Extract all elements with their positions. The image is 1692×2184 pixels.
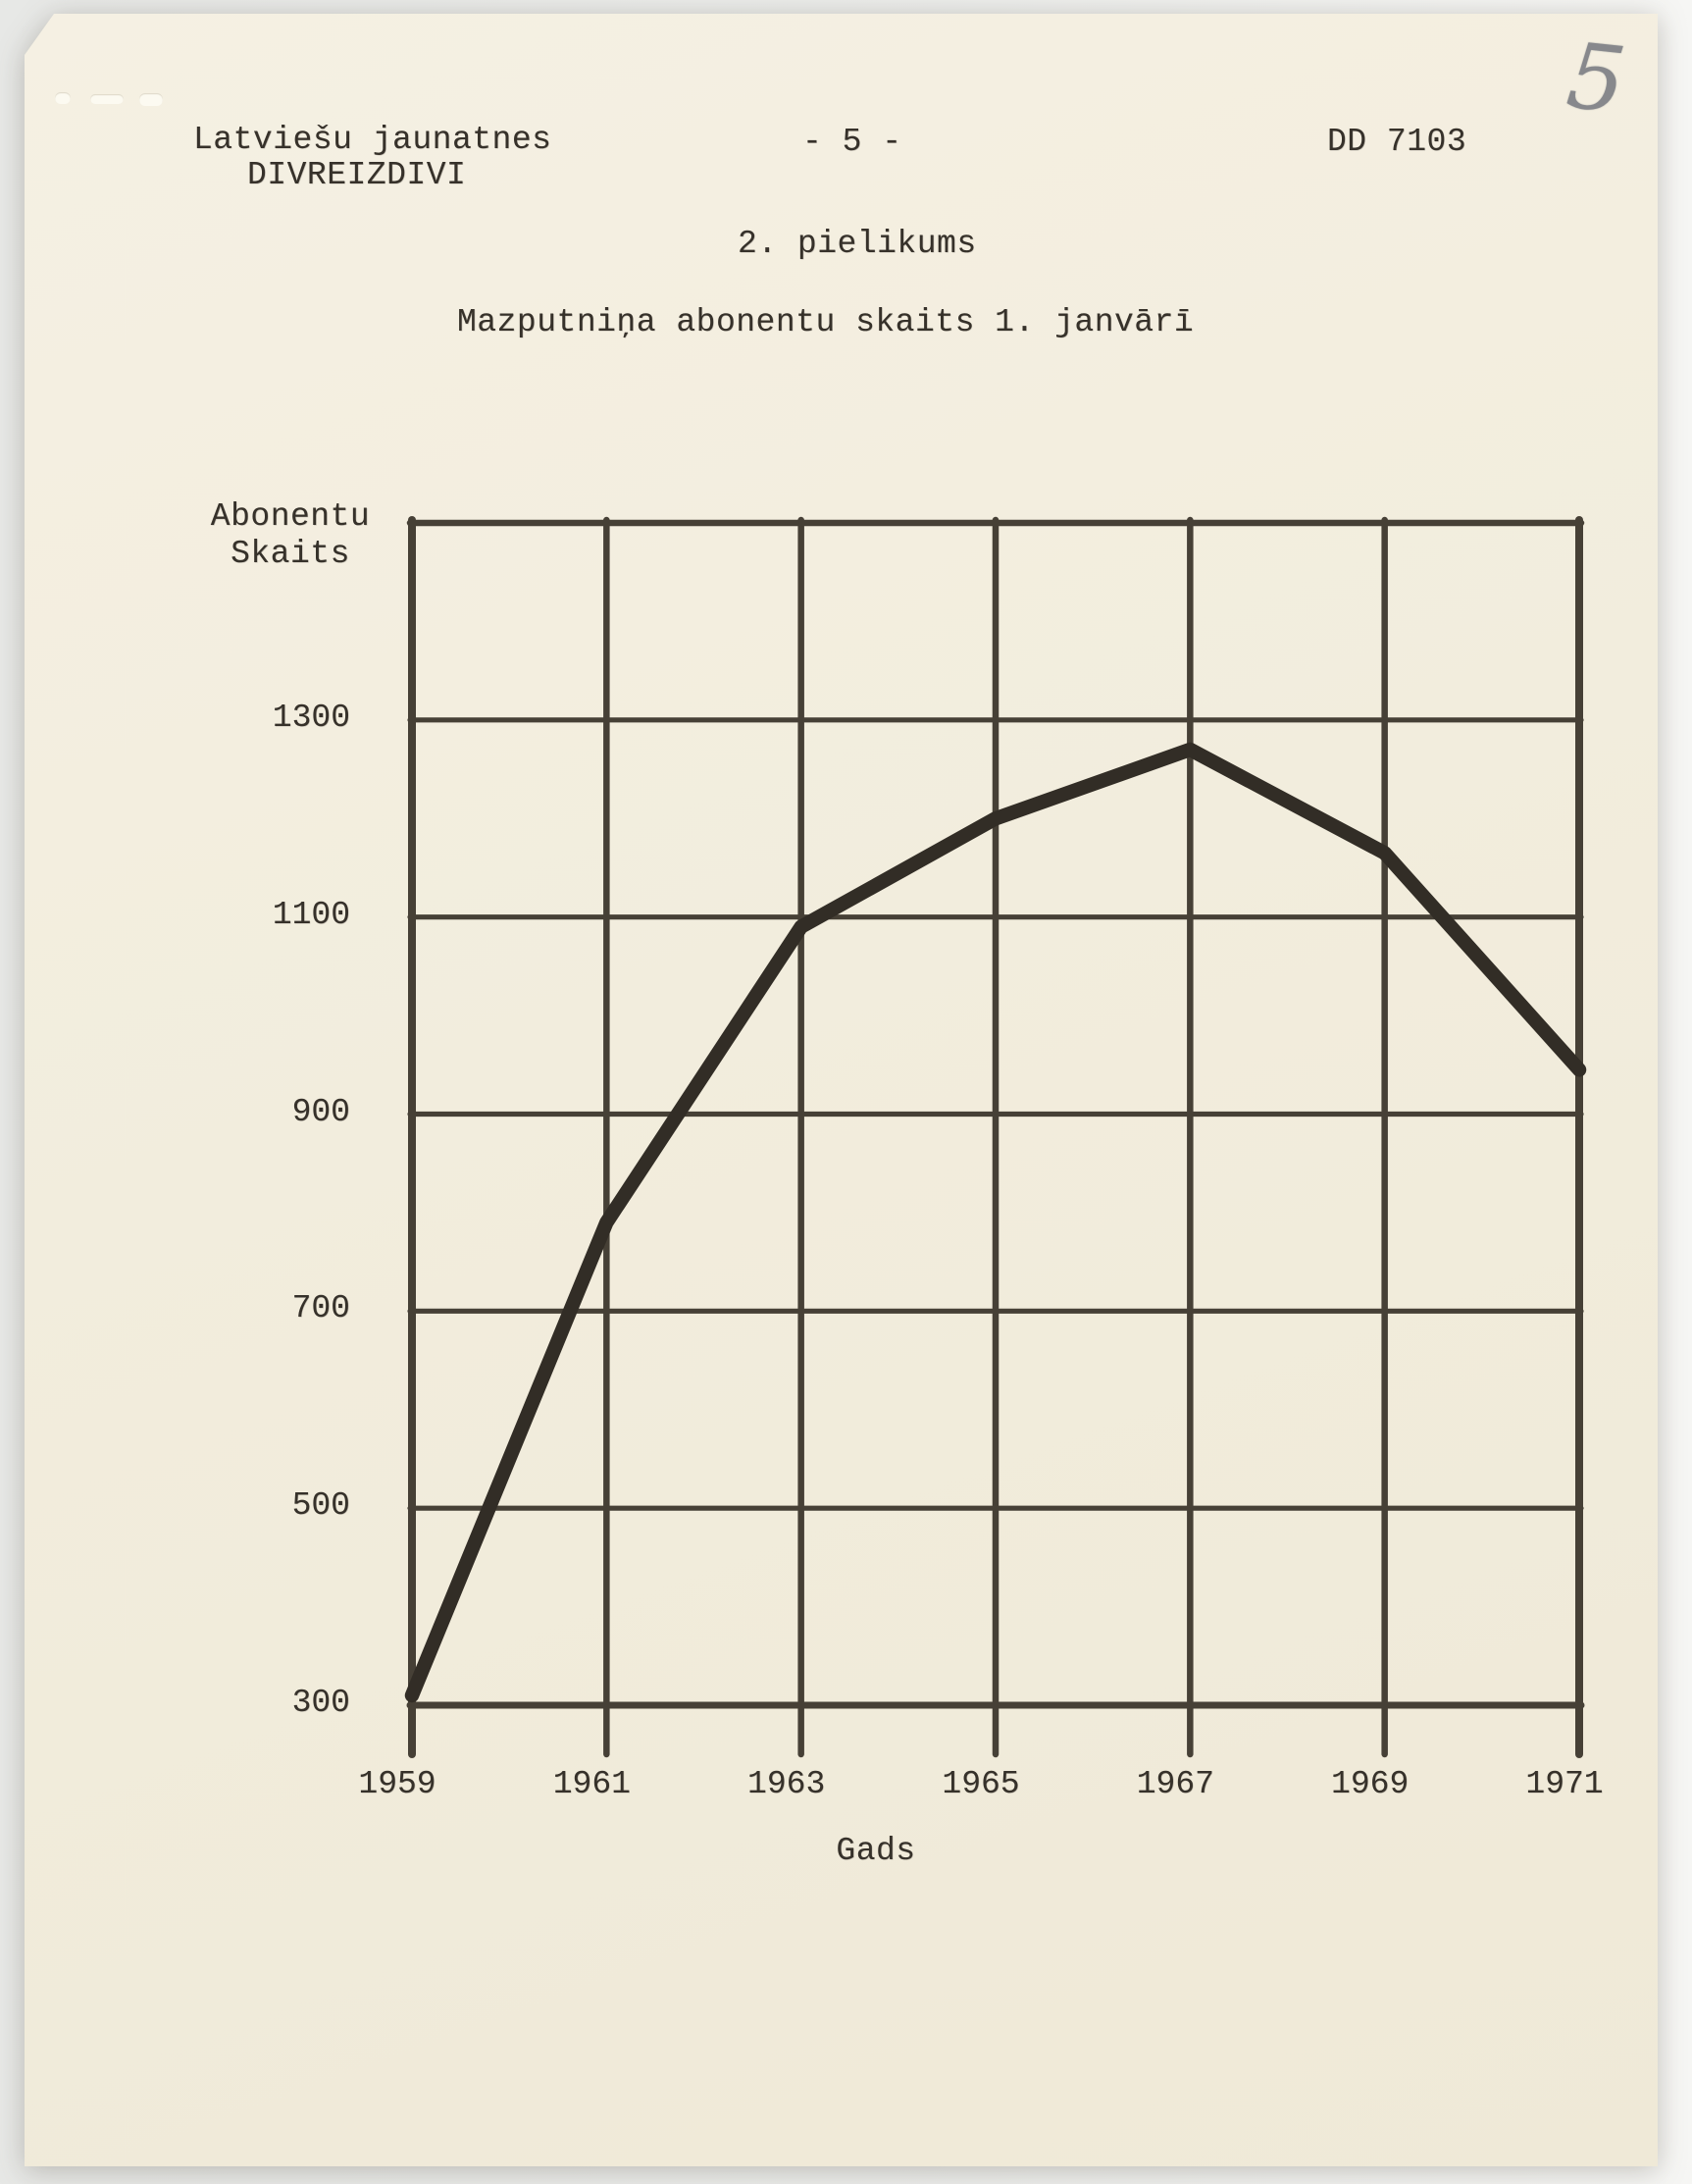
x-tick-label: 1965 [942,1766,1020,1802]
y-tick-label: 300 [291,1685,350,1721]
document-reference: DD 7103 [1327,124,1467,160]
y-tick-label: 1100 [272,896,350,933]
y-tick-label: 500 [291,1487,350,1525]
x-axis-title: Gads [836,1833,916,1869]
page-number: - 5 - [802,124,902,160]
chart-title: Mazputniņa abonentu skaits 1. janvārī [457,304,1195,340]
subscriber-count-line-series [404,742,1587,1703]
y-tick-label: 1300 [272,699,350,736]
y-tick-label: 900 [291,1093,350,1130]
x-tick-label: 1971 [1525,1766,1604,1802]
x-tick-label: 1961 [552,1766,631,1802]
whiteout-mark [90,94,124,104]
y-axis-title: Abonentu Skaits [184,498,396,573]
x-tick-label: 1967 [1136,1766,1214,1802]
y-tick-label: 700 [291,1290,350,1327]
y-axis-title-line1: Abonentu [210,498,371,535]
appendix-label: 2. pielikums [738,226,977,262]
header-organization-line2: DIVREIZDIVI [247,157,467,193]
whiteout-mark [55,92,71,104]
x-tick-label: 1969 [1331,1766,1410,1802]
whiteout-mark [139,93,163,106]
header-organization-line1: Latviešu jaunatnes [193,122,552,158]
y-axis-title-line2: Skaits [231,536,350,572]
x-tick-label: 1963 [747,1766,826,1802]
x-tick-label: 1959 [358,1766,436,1802]
